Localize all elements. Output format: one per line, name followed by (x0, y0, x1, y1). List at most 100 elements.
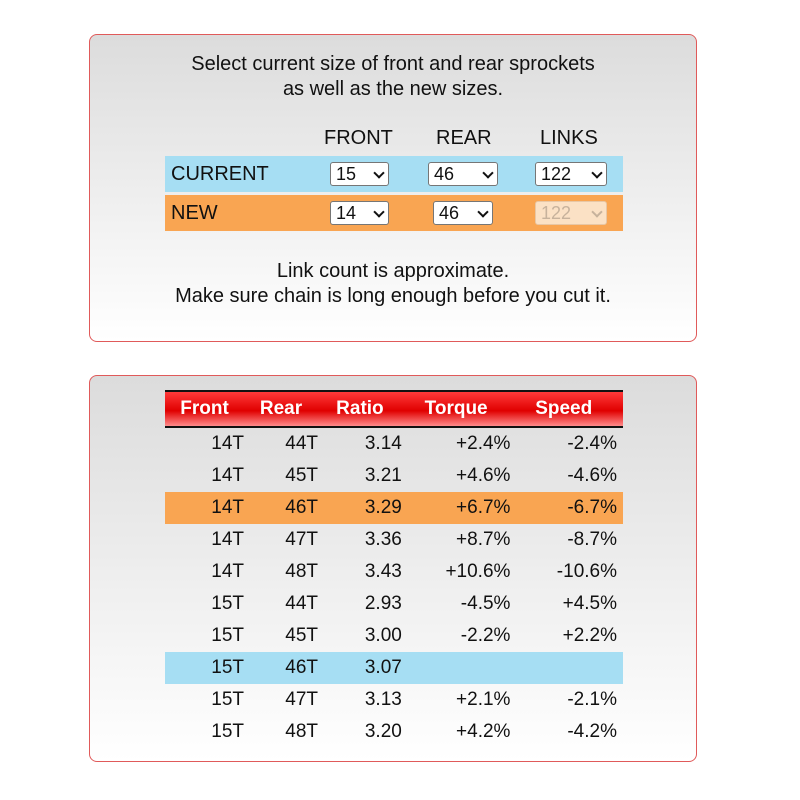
current-row: CURRENT 15 46 122 (165, 156, 623, 192)
cell-front: 14T (211, 433, 245, 454)
current-front-value: 15 (336, 164, 357, 184)
cell-ratio: 3.29 (318, 492, 402, 524)
cell-torque: +8.7% (456, 529, 511, 550)
cell-torque (401, 652, 511, 684)
cell-speed: -10.6% (556, 561, 617, 582)
table-row: 14T 45T 3.21 +4.6% -4.6% (165, 460, 623, 492)
instructions-line-2: as well as the new sizes. (282, 78, 504, 100)
rear-column-header: REAR (436, 127, 492, 149)
new-rear-select[interactable]: 46 (433, 201, 493, 225)
instructions-text: Select current size of front and rear sp… (90, 52, 696, 102)
table-row: 14T 46T 3.29 +6.7% -6.7% (165, 492, 623, 524)
table-header-row: Front Rear Ratio Torque Speed (165, 390, 623, 428)
cell-front: 14T (211, 529, 245, 550)
cell-front: 14T (165, 492, 245, 524)
cell-ratio: 3.00 (364, 625, 402, 646)
chevron-down-icon (373, 206, 385, 218)
new-links-select: 122 (535, 201, 607, 225)
new-row: NEW 14 46 122 (165, 195, 623, 231)
current-links-value: 122 (541, 164, 572, 184)
cell-rear: 45T (285, 625, 318, 646)
front-column-header: FRONT (324, 127, 393, 149)
cell-rear: 44T (285, 433, 318, 454)
cell-torque: -4.5% (460, 593, 511, 614)
cell-ratio: 3.13 (364, 689, 402, 710)
sprocket-selector-panel: Select current size of front and rear sp… (89, 34, 697, 342)
table-row: 15T 46T 3.07 (165, 652, 623, 684)
cell-speed: -4.6% (567, 465, 617, 486)
new-links-value: 122 (541, 203, 572, 223)
note-line-2: Make sure chain is long enough before yo… (175, 285, 611, 307)
header-torque: Torque (401, 390, 511, 428)
cell-ratio: 2.93 (364, 593, 402, 614)
cell-front: 15T (165, 652, 245, 684)
cell-rear: 45T (285, 465, 318, 486)
header-ratio: Ratio (318, 390, 402, 428)
cell-torque: -2.2% (460, 625, 511, 646)
cell-rear: 46T (244, 492, 318, 524)
cell-rear: 47T (285, 689, 318, 710)
cell-speed: -6.7% (510, 492, 623, 524)
cell-speed: -2.1% (567, 689, 617, 710)
cell-front: 15T (211, 625, 245, 646)
cell-rear: 47T (285, 529, 318, 550)
table-row: 15T 45T 3.00 -2.2% +2.2% (165, 620, 623, 652)
new-front-value: 14 (336, 203, 357, 223)
cell-rear: 44T (285, 593, 318, 614)
table-row: 15T 48T 3.20 +4.2% -4.2% (165, 716, 623, 748)
table-row: 15T 47T 3.13 +2.1% -2.1% (165, 684, 623, 716)
table-row: 15T 44T 2.93 -4.5% +4.5% (165, 588, 623, 620)
header-rear: Rear (244, 390, 318, 428)
cell-ratio: 3.36 (364, 529, 402, 550)
instructions-line-1: Select current size of front and rear sp… (191, 53, 595, 75)
chevron-down-icon (591, 206, 603, 218)
current-rear-value: 46 (434, 164, 455, 184)
cell-speed: -2.4% (567, 433, 617, 454)
current-front-select[interactable]: 15 (330, 162, 389, 186)
new-rear-value: 46 (439, 203, 460, 223)
cell-torque: +6.7% (401, 492, 511, 524)
header-front: Front (165, 390, 245, 428)
cell-ratio: 3.14 (364, 433, 402, 454)
cell-ratio: 3.20 (364, 721, 402, 742)
header-speed: Speed (510, 390, 623, 428)
cell-front: 15T (211, 593, 245, 614)
cell-rear: 48T (285, 561, 318, 582)
new-row-label: NEW (171, 202, 218, 224)
gear-ratio-panel: Front Rear Ratio Torque Speed 14T 44T 3.14… (89, 375, 697, 762)
cell-front: 15T (211, 689, 245, 710)
cell-torque: +10.6% (445, 561, 511, 582)
table-row: 14T 48T 3.43 +10.6% -10.6% (165, 556, 623, 588)
cell-front: 15T (211, 721, 245, 742)
chevron-down-icon (482, 167, 494, 179)
current-rear-select[interactable]: 46 (428, 162, 498, 186)
chevron-down-icon (477, 206, 489, 218)
cell-ratio: 3.21 (364, 465, 402, 486)
cell-ratio: 3.43 (364, 561, 402, 582)
table-row: 14T 47T 3.36 +8.7% -8.7% (165, 524, 623, 556)
chevron-down-icon (373, 167, 385, 179)
current-links-select[interactable]: 122 (535, 162, 607, 186)
links-column-header: LINKS (540, 127, 598, 149)
current-row-label: CURRENT (171, 163, 269, 185)
cell-speed: -8.7% (567, 529, 617, 550)
cell-rear: 48T (285, 721, 318, 742)
link-count-note: Link count is approximate. Make sure cha… (90, 259, 696, 309)
cell-torque: +2.1% (456, 689, 511, 710)
gear-ratio-table: Front Rear Ratio Torque Speed 14T 44T 3.14… (165, 390, 623, 748)
cell-front: 14T (211, 465, 245, 486)
cell-torque: +2.4% (456, 433, 511, 454)
cell-speed: -4.2% (567, 721, 617, 742)
cell-torque: +4.2% (456, 721, 511, 742)
cell-rear: 46T (244, 652, 318, 684)
chevron-down-icon (591, 167, 603, 179)
cell-speed: +2.2% (562, 625, 617, 646)
cell-ratio: 3.07 (318, 652, 402, 684)
cell-speed: +4.5% (562, 593, 617, 614)
table-row: 14T 44T 3.14 +2.4% -2.4% (165, 427, 623, 460)
cell-speed (510, 652, 623, 684)
note-line-1: Link count is approximate. (276, 260, 510, 282)
cell-torque: +4.6% (456, 465, 511, 486)
cell-front: 14T (211, 561, 245, 582)
new-front-select[interactable]: 14 (330, 201, 389, 225)
